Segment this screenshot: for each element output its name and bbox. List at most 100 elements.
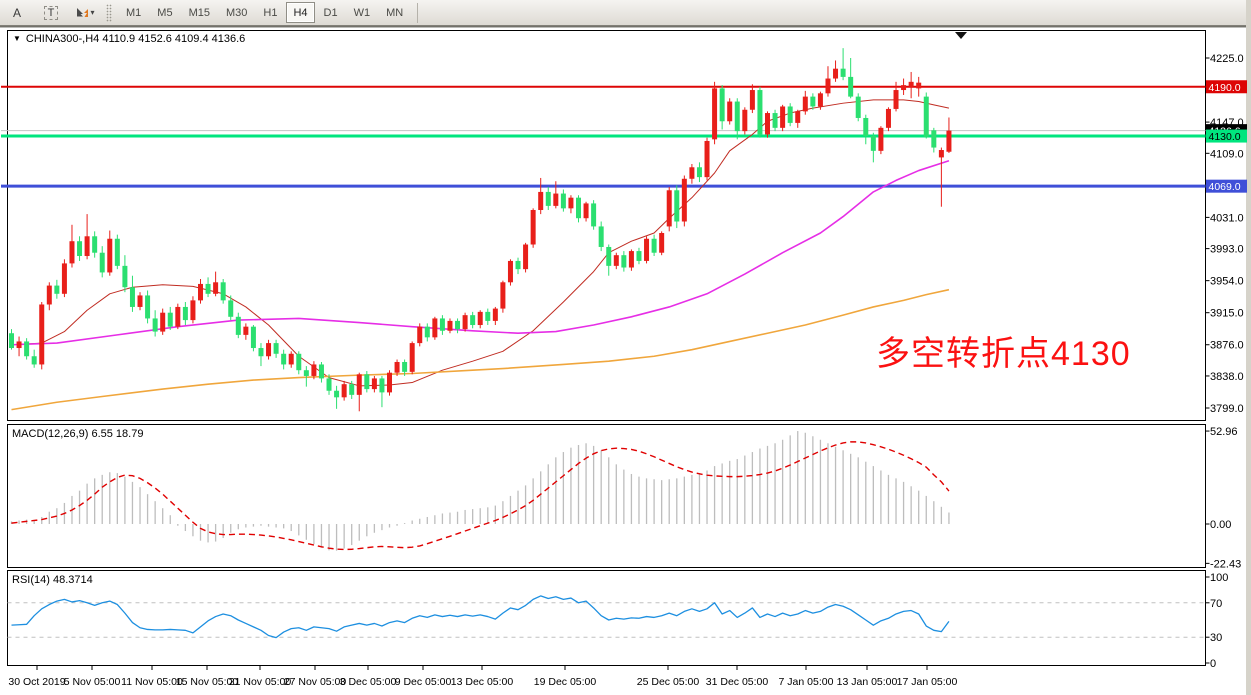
candle bbox=[636, 251, 642, 261]
candle bbox=[205, 283, 211, 294]
candle bbox=[598, 226, 604, 247]
time-tick-label: 30 Oct 2019 bbox=[8, 676, 65, 688]
candle bbox=[659, 233, 665, 253]
candle bbox=[273, 343, 279, 354]
time-tick-label: 13 Dec 05:00 bbox=[451, 676, 514, 688]
candle bbox=[553, 193, 559, 206]
price-badge-label: 4069.0 bbox=[1209, 181, 1241, 193]
candle bbox=[606, 246, 612, 266]
candle bbox=[863, 117, 869, 137]
time-tick-label: 13 Jan 05:00 bbox=[837, 676, 898, 688]
candle bbox=[303, 370, 309, 376]
chart-title: ▼ CHINA300-,H4 4110.9 4152.6 4109.4 4136.… bbox=[13, 33, 245, 45]
rsi-line bbox=[11, 595, 950, 639]
candle bbox=[402, 361, 408, 372]
timeframe-button-M5[interactable]: M5 bbox=[157, 6, 173, 19]
candle bbox=[243, 326, 249, 335]
candle bbox=[651, 238, 657, 253]
candle bbox=[92, 236, 98, 253]
timeframe-switcher: M1 M5 M15 M30 H1 H4 D1 W1 MN bbox=[118, 2, 411, 23]
candle bbox=[160, 312, 166, 332]
candle bbox=[114, 238, 120, 266]
timeframe-button-H4[interactable]: H4 bbox=[286, 2, 315, 23]
candle bbox=[129, 287, 135, 307]
time-tick-label: 27 Nov 05:00 bbox=[284, 676, 347, 688]
candle bbox=[220, 282, 226, 301]
candle bbox=[198, 283, 203, 301]
candle bbox=[749, 90, 755, 110]
price-tick-label: 3993.0 bbox=[1210, 244, 1244, 256]
candle bbox=[681, 178, 687, 222]
chart-annotation[interactable]: 多空转折点4130 bbox=[876, 335, 1131, 373]
candle bbox=[288, 353, 294, 365]
timeframe-button-M30[interactable]: M30 bbox=[225, 6, 248, 19]
macd-tick-label: -22.43 bbox=[1210, 558, 1241, 570]
toolbar-separator-line bbox=[0, 25, 1251, 28]
price-badge-resistance bbox=[1206, 80, 1247, 94]
price-tick-label: 3876.0 bbox=[1210, 340, 1244, 352]
candle bbox=[9, 333, 14, 349]
candle bbox=[734, 101, 740, 132]
candle bbox=[334, 390, 340, 398]
candle bbox=[583, 203, 589, 219]
candle bbox=[507, 260, 513, 283]
macd-tick-label: 52.96 bbox=[1210, 426, 1238, 438]
candle bbox=[765, 113, 770, 135]
time-tick-label: 15 Nov 05:00 bbox=[176, 676, 239, 688]
scroll-marker-icon[interactable] bbox=[955, 32, 967, 39]
candle bbox=[447, 320, 453, 331]
candle bbox=[719, 88, 725, 122]
candle bbox=[409, 343, 415, 372]
candle bbox=[613, 255, 619, 266]
draw-styles-button[interactable]: ▾ bbox=[69, 2, 101, 24]
candle bbox=[364, 374, 370, 390]
timeframe-button-W1[interactable]: W1 bbox=[353, 6, 371, 19]
annotate-tool-button[interactable]: A bbox=[12, 5, 21, 20]
candle bbox=[250, 326, 256, 349]
candle bbox=[696, 167, 702, 178]
candle bbox=[470, 315, 476, 326]
candle bbox=[379, 378, 385, 393]
candle bbox=[893, 90, 899, 109]
candle bbox=[99, 252, 105, 273]
timeframe-button-M1[interactable]: M1 bbox=[126, 6, 142, 19]
time-tick-label: 9 Dec 05:00 bbox=[395, 676, 452, 688]
text-tool-button[interactable]: T bbox=[35, 2, 67, 24]
candle bbox=[311, 364, 317, 376]
time-tick-label: 11 Nov 05:00 bbox=[121, 676, 183, 688]
timeframe-button-M15[interactable]: M15 bbox=[188, 6, 210, 19]
timeframe-button-MN[interactable]: MN bbox=[386, 6, 404, 19]
candle bbox=[439, 318, 445, 331]
time-tick-label: 21 Nov 05:00 bbox=[229, 676, 292, 688]
candle bbox=[817, 93, 823, 107]
candle bbox=[840, 68, 846, 77]
candle bbox=[137, 295, 143, 307]
macd-panel bbox=[7, 424, 1206, 568]
price-badge-label: 4130.0 bbox=[1209, 131, 1241, 143]
candle bbox=[908, 81, 914, 87]
candle bbox=[833, 68, 839, 79]
price-tick-label: 4147.0 bbox=[1210, 117, 1244, 129]
candle bbox=[296, 353, 302, 371]
timeframe-button-H1[interactable]: H1 bbox=[263, 6, 278, 19]
candle bbox=[938, 150, 944, 158]
rsi-tick-label: 100 bbox=[1210, 572, 1228, 584]
time-tick-label: 5 Nov 05:00 bbox=[64, 676, 121, 688]
price-badge-pivot bbox=[1206, 129, 1247, 143]
price-tick-label: 3915.0 bbox=[1210, 308, 1244, 320]
macd-tick-label: 0.00 bbox=[1210, 519, 1231, 531]
candle bbox=[371, 378, 377, 390]
candle bbox=[122, 265, 128, 288]
candle bbox=[190, 300, 196, 321]
timeframe-button-D1[interactable]: D1 bbox=[323, 6, 338, 19]
candle bbox=[674, 190, 680, 222]
symbol-dropdown-icon[interactable]: ▼ bbox=[13, 34, 21, 43]
candle bbox=[31, 356, 37, 365]
candle bbox=[432, 318, 438, 338]
candle bbox=[591, 203, 597, 227]
time-tick-label: 17 Jan 05:00 bbox=[897, 676, 958, 688]
candle bbox=[787, 106, 793, 123]
candle bbox=[742, 109, 748, 132]
